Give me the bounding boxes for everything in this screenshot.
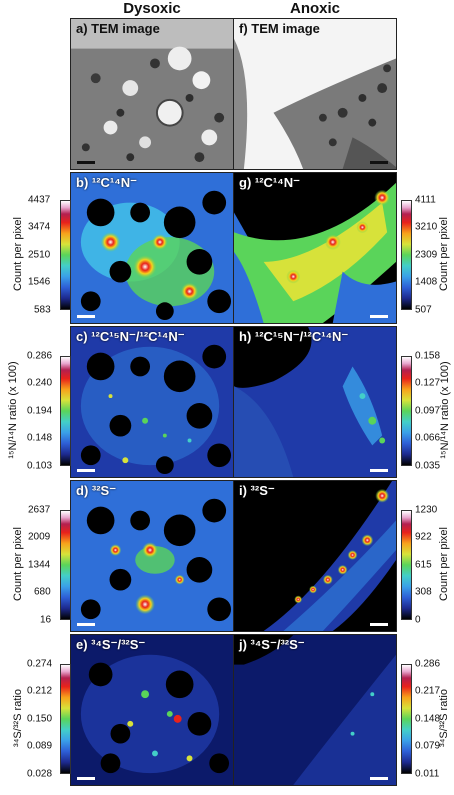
colorbar-label: Count per pixel xyxy=(12,527,24,601)
panel-label-a: a) TEM image xyxy=(76,21,160,36)
panel-f-tem-image: f) TEM image xyxy=(233,18,397,170)
panel-h-n-ratio-map: h) ¹²C¹⁵N⁻/¹²C¹⁴N⁻ xyxy=(233,326,397,478)
colorbar-tick: 0.286 xyxy=(415,658,441,670)
panel-label-e: e) ³⁴S⁻/³²S⁻ xyxy=(76,637,146,652)
column-title-anoxic: Anoxic xyxy=(289,0,340,17)
colorbar-tick: 0.148 xyxy=(27,432,53,444)
scale-bar xyxy=(370,161,388,164)
colorbar-label: ³⁴S/³²S ratio xyxy=(12,689,24,747)
colorbar-tick: 1344 xyxy=(28,559,51,571)
colorbar-tick: 0.217 xyxy=(415,685,441,697)
colorbar-tick: 0.150 xyxy=(27,713,53,725)
panel-i-s32-map: i) ³²S⁻ xyxy=(233,480,397,632)
colorbar-tick: 16 xyxy=(40,614,52,626)
colorbar-right-1 xyxy=(401,200,412,310)
colorbar-tick: 615 xyxy=(415,559,432,571)
panel-label-h: h) ¹²C¹⁵N⁻/¹²C¹⁴N⁻ xyxy=(239,329,349,344)
colorbar-tick: 0.079 xyxy=(415,740,441,752)
colorbar-tick: 0.148 xyxy=(415,713,441,725)
colorbar-tick: 4111 xyxy=(415,194,436,206)
scale-bar xyxy=(370,777,388,780)
colorbar-left-3 xyxy=(60,510,71,620)
colorbar-tick: 2309 xyxy=(415,249,438,261)
colorbar-label: ¹⁵N/¹⁴N ratio (x 100) xyxy=(7,361,19,459)
scale-bar xyxy=(77,315,95,318)
colorbar-tick: 2510 xyxy=(28,249,51,261)
colorbar-tick: 0.028 xyxy=(27,768,53,780)
colorbar-tick: 1546 xyxy=(28,276,51,288)
colorbar-tick: 1408 xyxy=(415,276,438,288)
colorbar-tick: 0.035 xyxy=(415,460,441,472)
colorbar-tick: 0.212 xyxy=(27,685,53,697)
panel-e-s-ratio-map: e) ³⁴S⁻/³²S⁻ xyxy=(70,634,234,786)
colorbar-tick: 0.097 xyxy=(415,405,441,417)
colorbar-tick: 583 xyxy=(34,304,51,316)
panel-g-c14n-map: g) ¹²C¹⁴N⁻ xyxy=(233,172,397,324)
colorbar-tick: 0.194 xyxy=(27,405,53,417)
colorbar-label: Count per pixel xyxy=(438,217,450,291)
colorbar-tick: 0.158 xyxy=(415,350,441,362)
colorbar-tick: 4437 xyxy=(28,194,51,206)
colorbar-tick: 0.066 xyxy=(415,432,441,444)
colorbar-tick: 3474 xyxy=(28,221,51,233)
colorbar-tick: 0 xyxy=(415,614,421,626)
colorbar-left-2 xyxy=(60,356,71,466)
colorbar-tick: 507 xyxy=(415,304,432,316)
panel-label-b: b) ¹²C¹⁴N⁻ xyxy=(76,175,137,190)
scale-bar xyxy=(77,623,95,626)
panel-j-s-ratio-map: j) ³⁴S⁻/³²S⁻ xyxy=(233,634,397,786)
colorbar-left-4 xyxy=(60,664,71,774)
colorbar-right-4 xyxy=(401,664,412,774)
colorbar-tick: 0.011 xyxy=(415,768,440,780)
panel-a-tem-image: a) TEM image xyxy=(70,18,234,170)
colorbar-tick: 0.274 xyxy=(27,658,53,670)
scale-bar xyxy=(370,315,388,318)
colorbar-tick: 1230 xyxy=(415,504,438,516)
colorbar-label: Count per pixel xyxy=(12,217,24,291)
column-title-dysoxic: Dysoxic xyxy=(123,0,181,17)
panel-label-g: g) ¹²C¹⁴N⁻ xyxy=(239,175,300,190)
scale-bar xyxy=(370,469,388,472)
panel-label-j: j) ³⁴S⁻/³²S⁻ xyxy=(239,637,305,652)
colorbar-right-3 xyxy=(401,510,412,620)
panel-label-i: i) ³²S⁻ xyxy=(239,483,275,498)
scale-bar xyxy=(77,469,95,472)
colorbar-left-1 xyxy=(60,200,71,310)
colorbar-tick: 2009 xyxy=(28,531,51,543)
panel-d-s32-map: d) ³²S⁻ xyxy=(70,480,234,632)
scale-bar xyxy=(77,777,95,780)
scale-bar xyxy=(370,623,388,626)
scale-bar xyxy=(77,161,95,164)
colorbar-tick: 308 xyxy=(415,586,432,598)
panel-b-c14n-map: b) ¹²C¹⁴N⁻ xyxy=(70,172,234,324)
panel-label-f: f) TEM image xyxy=(239,21,320,36)
colorbar-tick: 0.240 xyxy=(27,377,53,389)
colorbar-tick: 2637 xyxy=(28,504,51,516)
panel-label-d: d) ³²S⁻ xyxy=(76,483,117,498)
colorbar-tick: 922 xyxy=(415,531,432,543)
colorbar-tick: 0.286 xyxy=(27,350,53,362)
colorbar-label: Count per pixel xyxy=(438,527,450,601)
colorbar-tick: 3210 xyxy=(415,221,438,233)
panel-label-c: c) ¹²C¹⁵N⁻/¹²C¹⁴N⁻ xyxy=(76,329,185,344)
colorbar-tick: 0.103 xyxy=(27,460,53,472)
panel-c-n-ratio-map: c) ¹²C¹⁵N⁻/¹²C¹⁴N⁻ xyxy=(70,326,234,478)
colorbar-tick: 0.127 xyxy=(415,377,441,389)
colorbar-label: ³⁴S/³²S ratio xyxy=(438,689,450,747)
colorbar-tick: 680 xyxy=(34,586,51,598)
colorbar-tick: 0.089 xyxy=(27,740,53,752)
colorbar-right-2 xyxy=(401,356,412,466)
colorbar-label: ¹⁵N/¹⁴N ratio (x 100) xyxy=(439,361,451,459)
